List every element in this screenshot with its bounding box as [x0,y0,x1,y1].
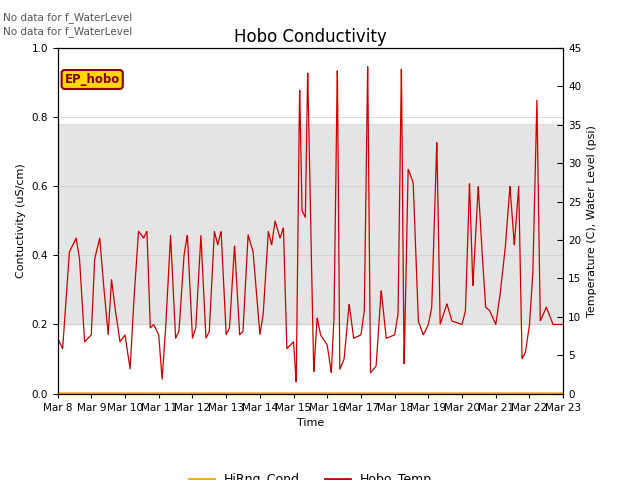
Legend: HiRng_Cond, Hobo_Temp: HiRng_Cond, Hobo_Temp [184,468,437,480]
Text: No data for f_WaterLevel: No data for f_WaterLevel [3,26,132,37]
Y-axis label: Temperature (C), Water Level (psi): Temperature (C), Water Level (psi) [587,125,597,317]
Title: Hobo Conductivity: Hobo Conductivity [234,28,387,47]
Y-axis label: Contuctivity (uS/cm): Contuctivity (uS/cm) [16,163,26,278]
Text: EP_hobo: EP_hobo [65,73,120,86]
X-axis label: Time: Time [297,418,324,428]
Text: No data for f_WaterLevel: No data for f_WaterLevel [3,12,132,23]
Bar [58,124,563,324]
